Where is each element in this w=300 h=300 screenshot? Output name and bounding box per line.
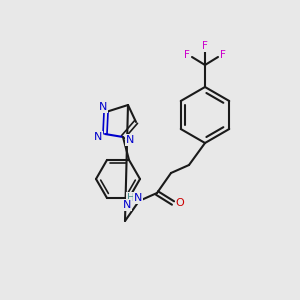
Text: N: N [123,200,131,210]
Text: F: F [220,50,226,60]
Text: O: O [176,198,184,208]
Text: N: N [126,135,134,145]
Text: N: N [99,102,107,112]
Text: F: F [184,50,190,60]
Text: N: N [134,193,142,203]
Text: N: N [94,132,102,142]
Text: H: H [127,193,135,203]
Text: F: F [202,41,208,51]
